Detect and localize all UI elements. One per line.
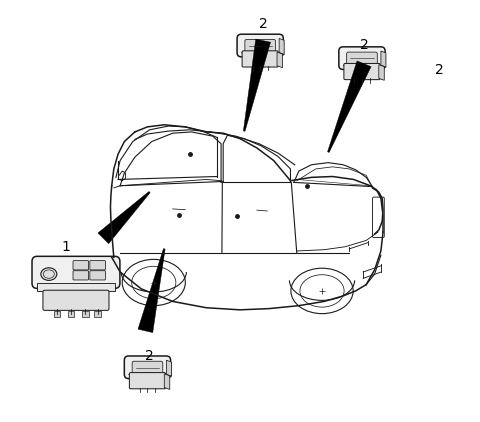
- Polygon shape: [279, 38, 284, 54]
- FancyBboxPatch shape: [245, 40, 276, 52]
- Polygon shape: [129, 374, 171, 376]
- Text: 2: 2: [360, 38, 369, 52]
- FancyBboxPatch shape: [95, 311, 101, 317]
- Polygon shape: [98, 192, 150, 243]
- FancyBboxPatch shape: [82, 311, 89, 317]
- Polygon shape: [343, 65, 386, 67]
- FancyBboxPatch shape: [54, 311, 60, 317]
- FancyBboxPatch shape: [132, 361, 163, 374]
- FancyBboxPatch shape: [130, 373, 166, 389]
- FancyBboxPatch shape: [124, 356, 170, 379]
- FancyBboxPatch shape: [73, 261, 89, 270]
- Polygon shape: [138, 249, 165, 333]
- FancyBboxPatch shape: [90, 271, 106, 280]
- Polygon shape: [381, 51, 386, 67]
- Polygon shape: [277, 52, 283, 68]
- Text: 1: 1: [61, 240, 70, 254]
- FancyBboxPatch shape: [344, 63, 380, 80]
- FancyBboxPatch shape: [73, 271, 89, 280]
- FancyBboxPatch shape: [242, 51, 278, 67]
- Polygon shape: [243, 39, 271, 131]
- Polygon shape: [327, 61, 371, 152]
- FancyBboxPatch shape: [37, 282, 115, 291]
- Ellipse shape: [41, 268, 57, 280]
- Text: 2: 2: [435, 63, 444, 77]
- FancyBboxPatch shape: [43, 290, 109, 310]
- FancyBboxPatch shape: [347, 52, 377, 65]
- Polygon shape: [167, 360, 171, 376]
- Text: 2: 2: [145, 349, 154, 363]
- Text: 2: 2: [259, 17, 267, 31]
- Polygon shape: [379, 65, 384, 80]
- FancyBboxPatch shape: [339, 47, 385, 70]
- Polygon shape: [164, 374, 170, 390]
- FancyBboxPatch shape: [90, 261, 106, 270]
- FancyBboxPatch shape: [68, 311, 74, 317]
- FancyBboxPatch shape: [32, 256, 120, 288]
- FancyBboxPatch shape: [237, 34, 283, 57]
- Polygon shape: [241, 53, 284, 54]
